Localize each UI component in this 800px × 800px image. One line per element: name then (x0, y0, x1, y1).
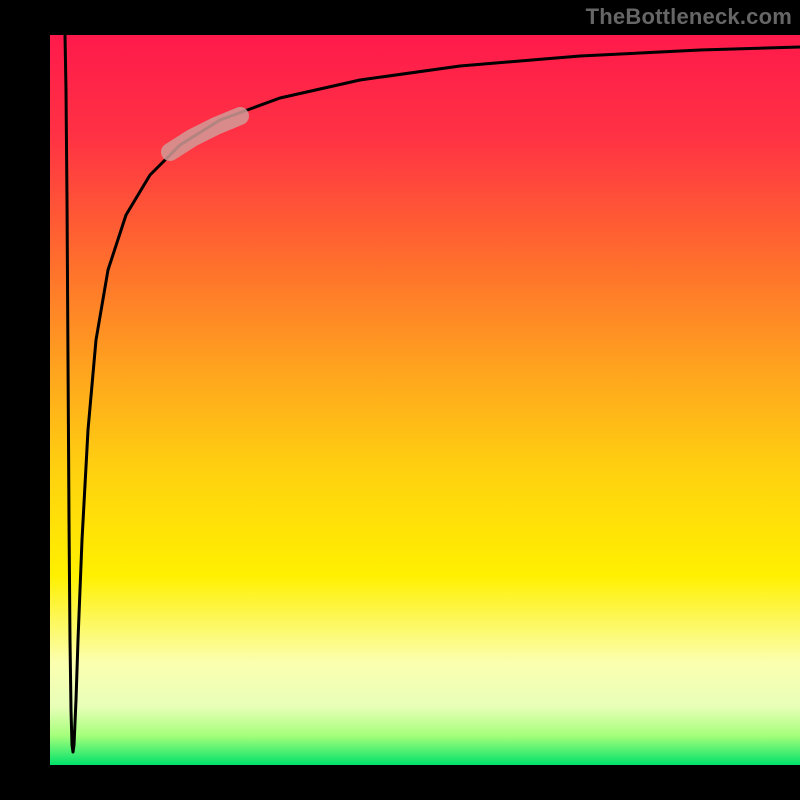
chart-stage: TheBottleneck.com (0, 0, 800, 800)
watermark-label: TheBottleneck.com (586, 4, 792, 30)
plot-gradient-area (50, 35, 800, 765)
chart-svg (0, 0, 800, 800)
